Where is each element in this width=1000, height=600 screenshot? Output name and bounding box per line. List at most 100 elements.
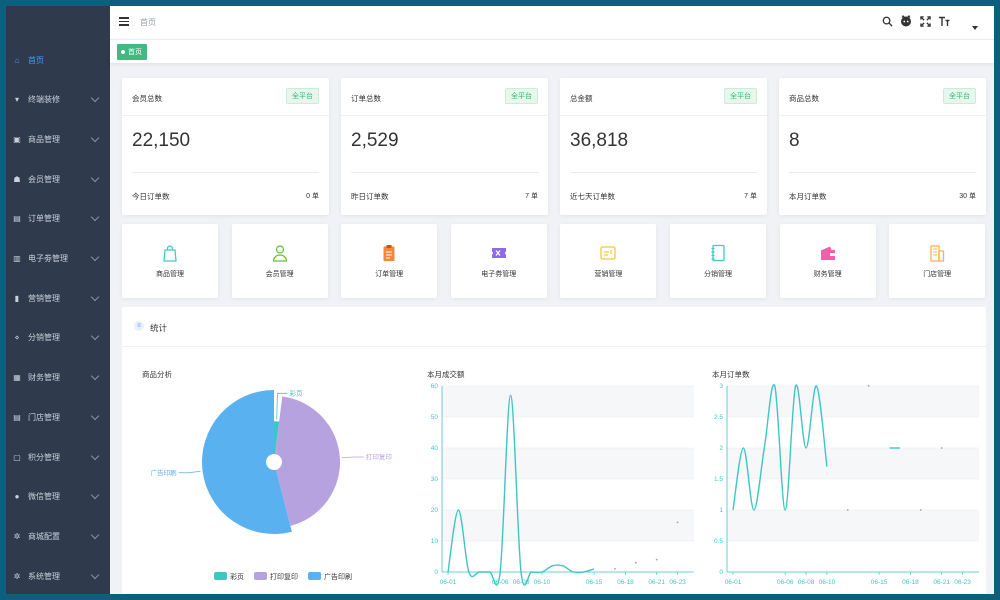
shirt-icon: ▾ [14,95,19,105]
quick-link-6[interactable]: 财务管理 [779,224,876,298]
pie-label-line [341,456,364,459]
pie-label-line [276,392,288,420]
font-size-icon[interactable] [938,15,950,27]
sidebar-item-12[interactable]: ✲ 商城配置 [6,525,110,547]
quick-link-1[interactable]: 会员管理 [231,224,328,298]
chevron-down-icon [90,213,100,222]
sidebar-item-0[interactable]: ⌂ 首页 [6,49,110,71]
quick-link-2[interactable]: 订单管理 [341,224,438,298]
legend-swatch[interactable] [254,572,267,580]
tag-home[interactable]: 首页 [117,44,147,60]
github-icon[interactable] [900,15,912,27]
orders-line-chart: 0 0.5 1 1.5 2 2.5 3 06-01 06-06 06-08 06-10 06-15 06… [714,383,979,586]
avatar-dropdown-caret[interactable] [972,26,978,30]
tag-label: 首页 [128,49,142,56]
stat-foot-value: 0 单 [306,193,319,200]
wechat-icon: ● [14,492,20,502]
data-point[interactable] [919,509,922,511]
data-point[interactable] [614,568,616,570]
x-tick-label: 06-08 [513,579,530,586]
sidebar-item-8[interactable]: ▦ 财务管理 [6,367,110,389]
grid-band [727,510,979,541]
sidebar-item-9[interactable]: ▤ 门店管理 [6,406,110,428]
bar-chart-icon: ▮ [14,293,20,303]
data-point[interactable] [676,521,679,524]
scope-badge: 全平台 [724,88,757,104]
legend-label[interactable]: 打印复印 [270,572,298,581]
sidebar-item-label: 终端装修 [28,95,60,105]
legend-swatch[interactable] [214,572,227,580]
building-icon [930,244,945,262]
data-point[interactable] [940,447,943,449]
series-line-0[interactable] [447,394,595,586]
breadcrumb[interactable]: 首页 [140,18,156,27]
sidebar-item-2[interactable]: ▣ 商品管理 [6,128,110,150]
series-line-0[interactable] [732,383,828,511]
sidebar-item-11[interactable]: ● 微信管理 [6,486,110,508]
pie-slice-2[interactable] [202,390,292,534]
sidebar-item-1[interactable]: ▾ 终端装修 [6,89,110,111]
y-tick-label: 1 [719,507,723,514]
x-tick-label: 06-06 [492,579,509,586]
sidebar-item-3[interactable]: ☗ 会员管理 [6,168,110,190]
data-point[interactable] [634,561,637,564]
y-tick-label: 2 [719,445,723,452]
x-tick-label: 06-01 [440,579,457,586]
sidebar-item-7[interactable]: ⋄ 分销管理 [6,327,110,349]
sidebar-item-13[interactable]: ✲ 系统管理 [6,565,110,587]
y-tick-label: 0 [719,569,723,576]
stat-value: 2,529 [351,130,399,151]
stats-panel: ≡ 统计 商品分析 本月成交额 本月订单数 彩页 打印复印 广告印刷 彩页 打印复印 广告… [122,307,986,594]
pie-slice-0[interactable] [274,421,280,455]
data-point[interactable] [846,509,849,511]
sidebar-item-label: 财务管理 [28,373,60,383]
x-tick-label: 06-06 [777,579,794,586]
data-point[interactable] [655,558,658,561]
y-tick-label: 3 [719,383,723,390]
divider [341,115,548,116]
settings-icon: ✲ [13,571,21,581]
sidebar-item-6[interactable]: ▮ 营销管理 [6,287,110,309]
legend-label[interactable]: 广告印刷 [324,572,352,581]
divider [132,172,319,173]
x-tick-label: 06-15 [871,579,888,586]
hamburger-menu-icon[interactable] [119,17,129,26]
divider [560,115,767,116]
quick-link-label: 财务管理 [813,270,842,278]
stat-card: 会员总数 全平台 22,150 今日订单数 0 单 [122,78,329,215]
y-tick-label: 0 [434,569,438,576]
sidebar-item-4[interactable]: ▤ 订单管理 [6,208,110,230]
pie-slice-1[interactable] [275,396,340,526]
x-tick-label: 06-10 [819,579,836,586]
legend-label[interactable]: 彩页 [230,572,244,581]
quick-link-7[interactable]: 门店管理 [889,224,986,298]
stat-value: 22,150 [132,130,191,151]
fullscreen-icon[interactable] [919,15,931,27]
sidebar-item-10[interactable]: ▢ 积分管理 [6,446,110,468]
stat-foot-value: 7 单 [744,193,757,200]
sidebar-item-5[interactable]: ▥ 电子劵管理 [6,248,110,270]
quick-link-5[interactable]: 分销管理 [670,224,766,298]
quick-link-4[interactable]: 营销管理 [560,224,657,298]
x-tick-label: 06-15 [586,579,603,586]
chevron-down-icon [90,93,100,103]
y-tick-label: 30 [431,476,439,483]
legend-swatch[interactable] [308,572,321,580]
notebook-icon [711,244,725,261]
x-tick-label: 06-21 [933,579,950,586]
user-icon [272,244,287,262]
divider [122,115,329,116]
search-icon[interactable] [881,15,893,27]
pie-slice-label: 彩页 [289,388,303,397]
quick-link-0[interactable]: 商品管理 [122,224,218,298]
stat-foot-label: 昨日订单数 [351,192,389,201]
coupon-icon [491,247,506,258]
revenue-line-chart: 0 10 20 30 40 50 60 06-01 06-06 06-08 06-10 06-15 06… [431,383,694,586]
divider [779,115,986,116]
ticket-icon: ▥ [13,254,21,263]
quick-link-3[interactable]: 电子券管理 [450,224,547,298]
lock-icon: ▤ [13,214,21,224]
data-point[interactable] [867,385,870,387]
revenue-chart-title: 本月成交额 [427,370,465,379]
y-tick-label: 10 [431,538,439,545]
